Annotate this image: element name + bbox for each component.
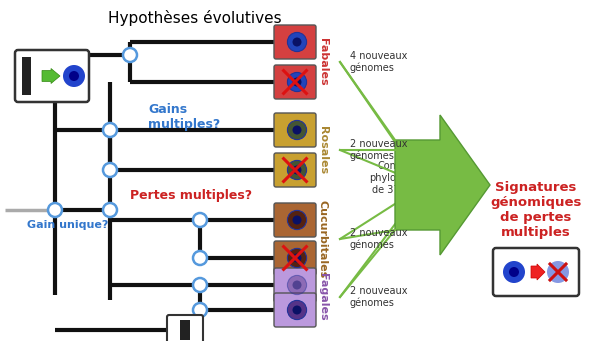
Text: Signatures
génomiques
de pertes
multiples: Signatures génomiques de pertes multiple…	[490, 181, 581, 239]
FancyBboxPatch shape	[274, 268, 316, 302]
Circle shape	[287, 32, 307, 51]
FancyBboxPatch shape	[15, 50, 89, 102]
Circle shape	[287, 120, 307, 139]
Circle shape	[287, 300, 307, 320]
Circle shape	[293, 306, 302, 314]
Circle shape	[103, 203, 117, 217]
Polygon shape	[395, 115, 490, 255]
Text: Pertes multiples?: Pertes multiples?	[130, 189, 252, 202]
Text: Gain unique?: Gain unique?	[27, 220, 109, 230]
Text: Fagales: Fagales	[318, 273, 328, 321]
Circle shape	[287, 210, 307, 229]
Circle shape	[293, 77, 302, 87]
Circle shape	[509, 267, 519, 277]
FancyBboxPatch shape	[274, 113, 316, 147]
Circle shape	[293, 125, 302, 134]
Circle shape	[293, 253, 302, 263]
Circle shape	[103, 163, 117, 177]
Circle shape	[287, 248, 307, 268]
Circle shape	[287, 276, 307, 295]
Text: Cucurbitales: Cucurbitales	[318, 200, 328, 278]
FancyBboxPatch shape	[274, 65, 316, 99]
Text: 2 nouveaux
génomes: 2 nouveaux génomes	[350, 139, 407, 161]
Bar	[180, 320, 190, 340]
Circle shape	[193, 251, 207, 265]
Text: Rosales: Rosales	[318, 126, 328, 174]
Circle shape	[193, 213, 207, 227]
Circle shape	[63, 65, 85, 87]
Circle shape	[103, 123, 117, 137]
Text: Comparaison
phylogénomique
de 37 génomes: Comparaison phylogénomique de 37 génomes	[369, 161, 451, 195]
FancyBboxPatch shape	[274, 153, 316, 187]
FancyBboxPatch shape	[274, 241, 316, 275]
Circle shape	[293, 216, 302, 224]
Circle shape	[193, 278, 207, 292]
Text: Gains
multiples?: Gains multiples?	[148, 103, 220, 131]
Circle shape	[287, 160, 307, 180]
Circle shape	[287, 72, 307, 92]
Text: Hypothèses évolutives: Hypothèses évolutives	[108, 10, 282, 26]
Circle shape	[123, 48, 137, 62]
FancyBboxPatch shape	[274, 203, 316, 237]
FancyBboxPatch shape	[167, 315, 203, 341]
Circle shape	[503, 261, 525, 283]
Circle shape	[48, 203, 62, 217]
Text: 4 nouveaux
génomes: 4 nouveaux génomes	[350, 51, 407, 73]
Text: Fabales: Fabales	[318, 38, 328, 86]
FancyArrow shape	[531, 264, 545, 280]
Text: 2 nouveaux
génomes: 2 nouveaux génomes	[350, 286, 407, 308]
Circle shape	[69, 71, 79, 81]
Circle shape	[193, 303, 207, 317]
Text: 2 nouveaux
génomes: 2 nouveaux génomes	[350, 228, 407, 250]
FancyBboxPatch shape	[274, 293, 316, 327]
FancyBboxPatch shape	[493, 248, 579, 296]
Circle shape	[293, 38, 302, 46]
Bar	[22, 57, 31, 95]
Circle shape	[293, 281, 302, 290]
FancyBboxPatch shape	[274, 25, 316, 59]
Circle shape	[547, 261, 569, 283]
FancyArrow shape	[42, 69, 60, 84]
Circle shape	[293, 165, 302, 175]
